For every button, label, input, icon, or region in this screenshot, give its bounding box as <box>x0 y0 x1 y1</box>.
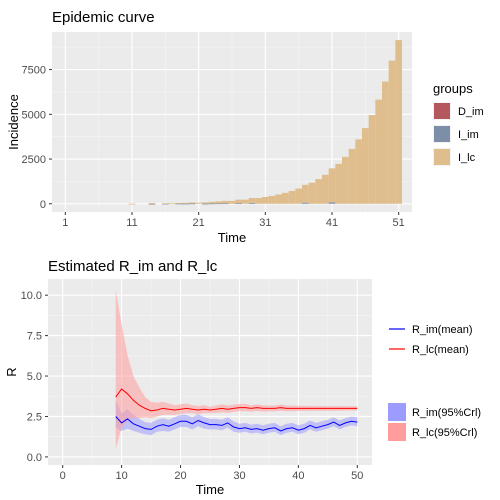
bar-i-lc <box>235 199 242 204</box>
bar-i-im <box>215 203 222 205</box>
band-r-lc-95-crl- <box>115 290 358 449</box>
y-tick-label: 5000 <box>22 109 46 121</box>
bar-i-lc <box>162 203 169 205</box>
bar-i-lc <box>328 168 336 203</box>
y-tick-label: 5.0 <box>27 371 42 383</box>
bar-i-lc <box>195 202 202 204</box>
y-tick-label: 7.5 <box>27 331 42 343</box>
y-axis-title: Incidence <box>6 94 21 150</box>
bar-i-im <box>175 203 182 205</box>
legend-label: R_im(mean) <box>412 324 473 336</box>
bar-i-im <box>248 202 256 204</box>
bar-i-lc <box>315 179 322 204</box>
bar-i-im <box>208 203 216 205</box>
legend-swatch <box>434 149 450 165</box>
x-tick-label: 50 <box>351 470 363 482</box>
bar-i-lc <box>368 115 376 204</box>
bar-i-lc <box>322 174 329 204</box>
bar-i-lc <box>388 60 396 204</box>
y-tick-label: 7500 <box>22 65 46 77</box>
x-tick-label: 40 <box>292 470 304 482</box>
bar-i-lc <box>382 81 389 204</box>
x-tick-label: 1 <box>62 217 68 229</box>
legend-fill-swatch <box>388 403 406 421</box>
bar-i-lc <box>215 201 222 204</box>
bar-i-lc <box>208 201 216 204</box>
legend-label: I_im <box>458 129 479 141</box>
x-axis-title: Time <box>196 482 224 497</box>
bar-i-im <box>328 202 336 204</box>
legend-swatch <box>434 103 450 119</box>
bar-i-im <box>188 203 196 205</box>
chart-title: Estimated R_im and R_lc <box>48 258 218 275</box>
x-tick-label: 51 <box>393 217 405 229</box>
bar-i-lc <box>262 196 269 204</box>
bar-i-lc <box>175 202 182 204</box>
bar-i-lc <box>295 188 302 204</box>
y-tick-label: 2.5 <box>27 411 42 423</box>
bar-i-im <box>302 202 309 204</box>
bar-i-lc <box>335 163 342 204</box>
x-axis-title: Time <box>218 230 246 245</box>
bar-i-lc <box>282 192 289 204</box>
line-r-im-mean- <box>115 416 358 432</box>
bar-i-lc <box>202 202 209 204</box>
x-tick-label: 11 <box>126 217 137 229</box>
bar-i-lc <box>268 195 276 204</box>
bar-i-lc <box>188 202 196 204</box>
bar-i-lc <box>228 200 236 204</box>
bar-i-lc <box>355 139 362 204</box>
bar-i-im <box>182 203 189 205</box>
line-r-lc-mean- <box>115 388 358 412</box>
bar-i-lc <box>248 198 256 203</box>
bar-i-lc <box>255 198 262 204</box>
y-tick-label: 0.0 <box>27 452 42 464</box>
bar-i-lc <box>222 200 229 204</box>
bar-i-lc <box>342 156 349 204</box>
bar-i-lc <box>128 203 136 205</box>
bar-i-lc <box>362 128 369 204</box>
y-axis-title: R <box>4 367 19 376</box>
bar-i-lc <box>275 194 282 204</box>
bar-i-im <box>235 203 242 204</box>
bar-i-lc <box>375 99 382 204</box>
bar-i-lc <box>348 148 356 204</box>
legend-label: I_lc <box>458 152 476 164</box>
bar-i-lc <box>242 199 249 204</box>
bar-i-lc <box>308 182 316 204</box>
x-tick-label: 30 <box>233 470 245 482</box>
legend-fill-swatch <box>388 423 406 441</box>
legend-label: R_lc(95%Crl) <box>412 427 477 439</box>
bar-i-im <box>202 203 209 205</box>
legend-label: D_im <box>458 106 484 118</box>
bar-i-lc <box>168 203 176 205</box>
bar-i-lc <box>148 203 156 204</box>
band-r-im-95-crl- <box>115 400 358 436</box>
chart-title: Epidemic curve <box>52 9 155 26</box>
r-estimate-chart: 0 10 20 30 40 50 0.0 2.5 5.0 7.5 10.0 Estimated R_i… <box>4 258 481 497</box>
legend-title: groups <box>433 81 473 96</box>
bar-i-lc <box>395 40 402 204</box>
legend-swatch <box>434 126 450 142</box>
x-tick-label: 0 <box>60 470 66 482</box>
bar-i-im <box>222 203 229 205</box>
x-tick-label: 20 <box>174 470 186 482</box>
y-tick-label: 10.0 <box>21 290 42 302</box>
y-tick-label: 0 <box>40 199 46 211</box>
x-tick-label: 21 <box>193 217 205 229</box>
x-tick-label: 10 <box>116 470 128 482</box>
bar-i-lc <box>182 202 189 204</box>
legend-label: R_lc(mean) <box>412 344 469 356</box>
y-tick-label: 2500 <box>22 154 46 166</box>
x-tick-label: 31 <box>259 217 271 229</box>
bar-i-lc <box>302 184 309 203</box>
x-tick-label: 41 <box>326 217 338 229</box>
bar-i-lc <box>288 190 296 204</box>
legend-label: R_im(95%Crl) <box>412 407 481 419</box>
